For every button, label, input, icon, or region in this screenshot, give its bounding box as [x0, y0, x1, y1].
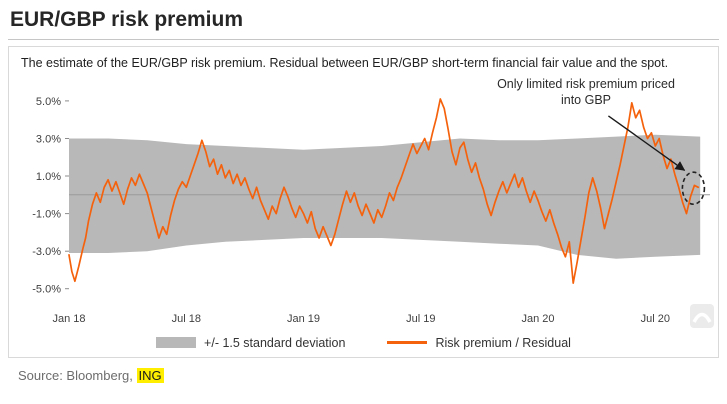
chart-description: The estimate of the EUR/GBP risk premium… [21, 56, 669, 70]
legend-label-std-dev: +/- 1.5 standard deviation [204, 335, 346, 350]
y-tick-label: -3.0% [32, 246, 61, 258]
article-figure: EUR/GBP risk premium The estimate of the… [8, 8, 719, 383]
y-tick-label: 5.0% [36, 96, 61, 108]
chart-card: The estimate of the EUR/GBP risk premium… [8, 46, 719, 358]
source-line: Source: Bloomberg, ING [18, 367, 719, 383]
source-text: Source: Bloomberg, [18, 367, 137, 383]
x-tick-label: Jul 20 [641, 313, 670, 325]
legend-item-std-dev: +/- 1.5 standard deviation [156, 336, 345, 350]
chart-annotation: Only limited risk premium priced into GB… [497, 76, 675, 108]
x-tick-label: Jul 18 [172, 313, 201, 325]
chart-area: Only limited risk premium priced into GB… [19, 76, 722, 334]
legend-label-risk-premium: Risk premium / Residual [435, 335, 571, 350]
title-divider [8, 39, 719, 40]
x-tick-label: Jul 19 [406, 313, 435, 325]
annotation-arrow [607, 115, 686, 171]
source-ing-link[interactable]: ING [136, 367, 164, 383]
x-tick-label: Jan 19 [287, 313, 320, 325]
ing-logo-watermark [690, 303, 714, 328]
y-tick-label: -1.0% [32, 208, 61, 220]
risk-premium-line [68, 98, 700, 284]
band-swatch-icon [156, 337, 197, 349]
legend-item-risk-premium: Risk premium / Residual [387, 335, 571, 350]
x-tick-label: Jan 18 [52, 313, 85, 325]
line-swatch-icon [387, 341, 428, 345]
page-title: EUR/GBP risk premium [10, 8, 244, 31]
y-tick-label: 3.0% [36, 133, 61, 145]
highlight-circle [681, 171, 706, 205]
std-dev-band [69, 134, 701, 259]
x-tick-label: Jan 20 [521, 313, 554, 325]
chart-legend: +/- 1.5 standard deviation Risk premium … [19, 336, 708, 350]
chart-canvas: 5.0% 3.0% 1.0% -1.0% -3.0% -5.0% Jan 18 Jul 18 J… [19, 76, 722, 339]
y-tick-label: -5.0% [32, 284, 61, 296]
y-tick-label: 1.0% [36, 171, 61, 183]
